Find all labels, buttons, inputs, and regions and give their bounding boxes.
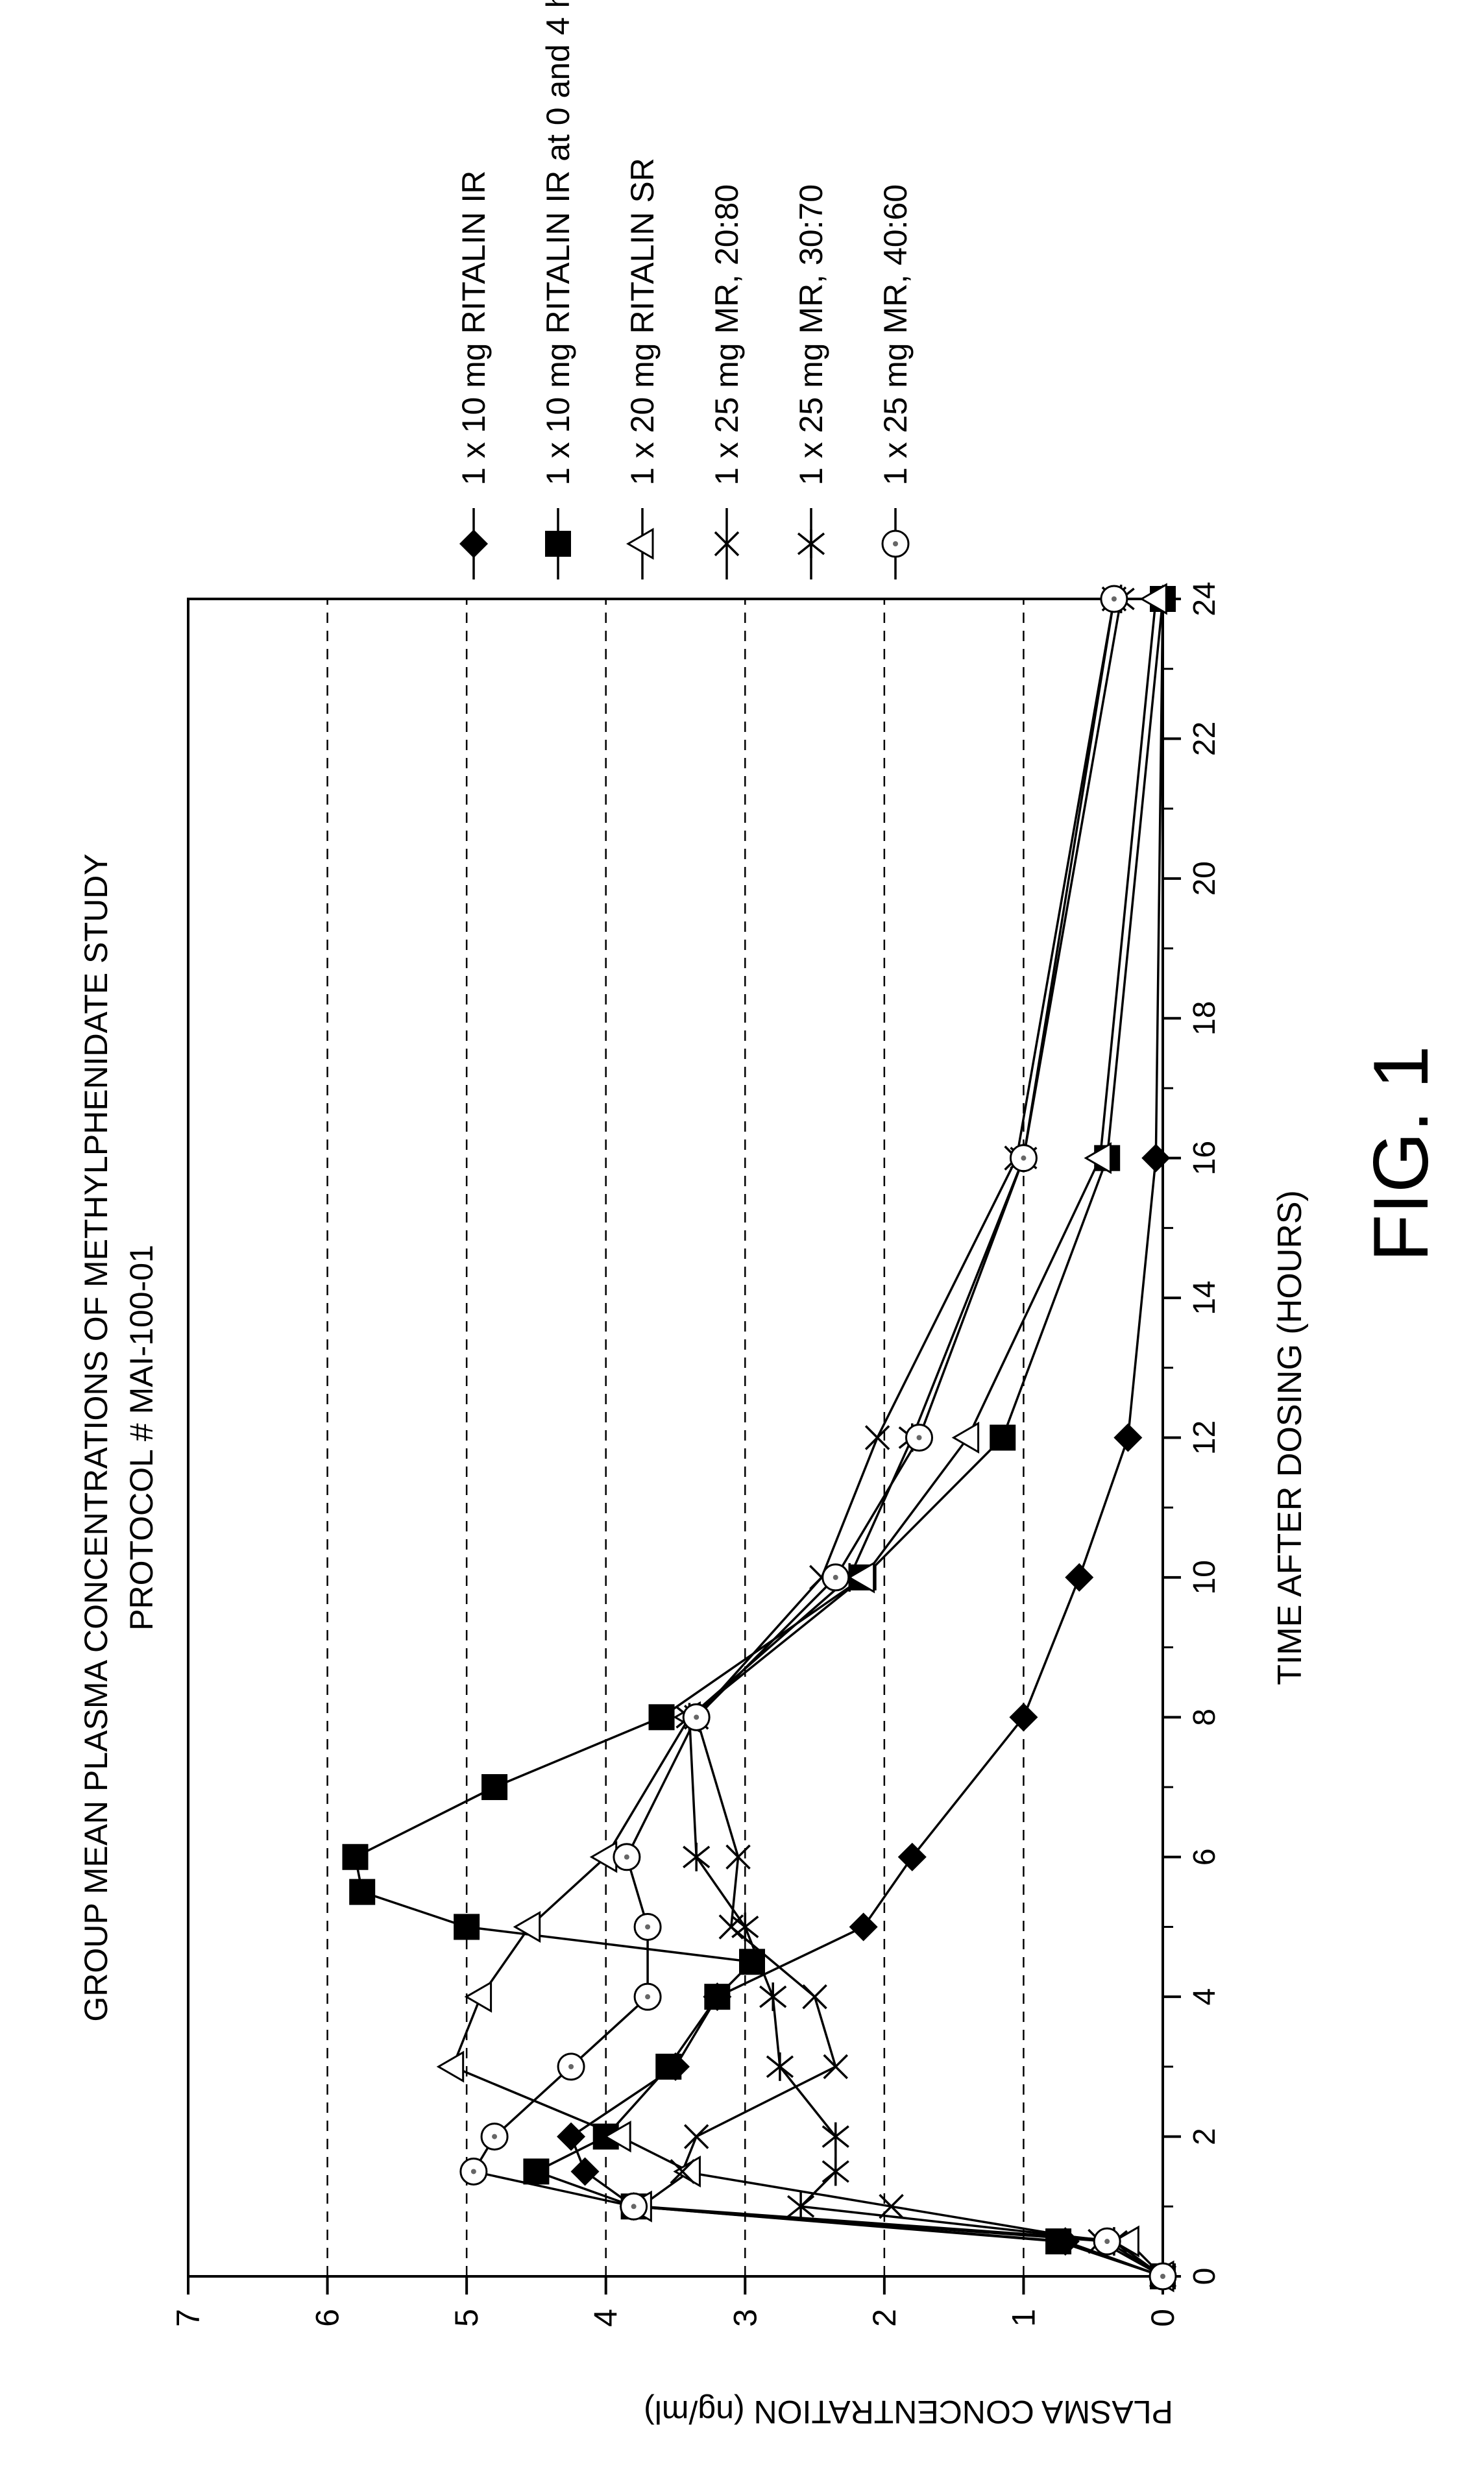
data-point [1045, 2228, 1071, 2254]
x-tick-label: 6 [1187, 1848, 1222, 1866]
data-point [866, 1426, 889, 1450]
legend-label: 1 x 25 mg MR, 20:80 [709, 184, 745, 485]
data-point [1150, 2263, 1176, 2289]
data-point [635, 1984, 661, 2010]
data-point [1101, 586, 1127, 612]
data-point [906, 1425, 932, 1451]
x-tick-label: 8 [1187, 1709, 1222, 1726]
data-point [704, 1984, 730, 2010]
data-point [545, 531, 571, 557]
x-axis-label: TIME AFTER DOSING (HOURS) [1271, 1190, 1309, 1685]
data-point [655, 2054, 681, 2080]
y-tick-label: 5 [448, 2309, 485, 2327]
data-point [621, 2193, 647, 2219]
y-axis-label: PLASMA CONCENTRATION (ng/ml) [644, 2394, 1173, 2430]
y-tick-label: 7 [170, 2309, 206, 2327]
data-point [461, 2158, 487, 2184]
series-line [474, 599, 1163, 2276]
data-point [349, 1879, 375, 1905]
data-point [523, 2158, 549, 2184]
x-tick-label: 20 [1187, 861, 1222, 895]
data-point [803, 1985, 827, 2008]
data-point [1113, 1424, 1142, 1452]
data-point [882, 531, 908, 557]
x-tick-label: 22 [1187, 722, 1222, 756]
x-tick-label: 12 [1187, 1420, 1222, 1455]
data-point [558, 2054, 584, 2080]
data-point [342, 1844, 368, 1870]
data-point [571, 2157, 600, 2186]
data-point [635, 1914, 661, 1940]
y-tick-label: 6 [310, 2309, 346, 2327]
legend-label: 1 x 20 mg RITALIN SR [624, 158, 661, 485]
data-point [515, 1912, 540, 1941]
data-point [683, 1704, 709, 1730]
data-point [849, 1912, 878, 1941]
figure-caption: FIG. 1 [1357, 1045, 1444, 1261]
legend-label: 1 x 10 mg RITALIN IR at 0 and 4 hours [540, 0, 576, 485]
rotated-chart: 02468101214161820222401234567 GROUP MEAN… [78, 0, 1444, 2327]
legend-label: 1 x 25 mg MR, 40:60 [877, 184, 914, 485]
legend-label: 1 x 10 mg RITALIN IR [456, 171, 492, 485]
series-line [453, 599, 1163, 2276]
data-point [439, 2052, 463, 2081]
y-tick-label: 3 [727, 2309, 763, 2327]
x-tick-label: 2 [1187, 2128, 1222, 2145]
data-point [990, 1425, 1016, 1451]
data-point [798, 530, 824, 558]
chart-title: GROUP MEAN PLASMA CONCENTRATIONS OF METH… [78, 853, 114, 2021]
x-tick-label: 0 [1187, 2268, 1222, 2285]
legend-item: 1 x 10 mg RITALIN IR [456, 171, 492, 579]
data-point [685, 2125, 708, 2149]
plot-frame [188, 599, 1163, 2276]
legend-item: 1 x 25 mg MR, 40:60 [877, 184, 914, 579]
y-tick-label: 0 [1145, 2309, 1181, 2327]
data-point [614, 1844, 640, 1870]
y-tick-label: 2 [866, 2309, 903, 2327]
x-tick-label: 14 [1187, 1280, 1222, 1315]
x-tick-label: 18 [1187, 1001, 1222, 1036]
legend-item: 1 x 25 mg MR, 20:80 [709, 184, 745, 579]
data-point [824, 2055, 847, 2078]
legend-item: 1 x 25 mg MR, 30:70 [793, 184, 829, 579]
y-tick-label: 1 [1005, 2309, 1041, 2327]
chart-subtitle: PROTOCOL # MAI-100-01 [123, 1245, 160, 1631]
data-point [1065, 1563, 1093, 1592]
data-point [1009, 1703, 1038, 1731]
data-point [954, 1424, 979, 1452]
data-point [683, 1843, 709, 1871]
series-markers [342, 585, 1177, 2291]
data-point [1094, 2228, 1120, 2254]
data-point [459, 530, 488, 558]
x-tick-label: 16 [1187, 1141, 1222, 1175]
x-tick-label: 10 [1187, 1560, 1222, 1594]
data-point [739, 1949, 765, 1975]
x-tick-label: 24 [1187, 581, 1222, 616]
legend: 1 x 10 mg RITALIN IR 1 x 10 mg RITALIN IR… [456, 0, 914, 579]
x-tick-label: 4 [1187, 1988, 1222, 2006]
y-tick-label: 4 [588, 2309, 624, 2327]
data-point [1141, 1144, 1170, 1173]
data-point [628, 530, 653, 558]
data-point [481, 2124, 507, 2150]
data-point [880, 2195, 903, 2218]
data-point [732, 1912, 758, 1941]
data-point [467, 1982, 491, 2011]
data-point [557, 2123, 585, 2151]
legend-label: 1 x 25 mg MR, 30:70 [793, 184, 829, 485]
series-lines [356, 599, 1163, 2276]
data-point [481, 1774, 507, 1800]
legend-item: 1 x 10 mg RITALIN IR at 0 and 4 hours [540, 0, 576, 579]
data-point [898, 1843, 927, 1871]
data-point [1010, 1145, 1036, 1171]
data-point [454, 1914, 480, 1940]
data-point [823, 1565, 849, 1590]
data-point [760, 1982, 786, 2011]
legend-item: 1 x 20 mg RITALIN SR [624, 158, 661, 579]
series-line [356, 599, 1163, 2276]
data-point [649, 1704, 675, 1730]
